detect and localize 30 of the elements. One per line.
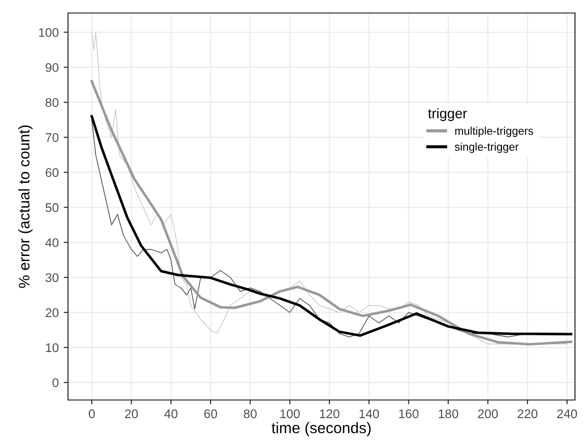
y-tick-label: 40 — [45, 238, 58, 248]
x-tick-label: 120 — [320, 409, 340, 418]
x-axis-title: time (seconds) — [272, 422, 371, 436]
y-axis-title: % error (actual to count) — [18, 126, 33, 288]
x-tick-label: 180 — [438, 409, 458, 418]
y-tick-label: 80 — [46, 98, 58, 107]
y-tick-label: 100 — [39, 28, 58, 37]
x-tick-label: 240 — [557, 409, 578, 418]
y-tick-label: 50 — [46, 203, 58, 212]
line-series — [90, 80, 572, 346]
x-tick-label: 220 — [518, 409, 538, 418]
y-tick-label: 30 — [46, 273, 58, 282]
x-tick-label: 140 — [360, 409, 379, 418]
x-tick-label: 200 — [478, 409, 498, 418]
y-tick-label: 60 — [46, 168, 58, 178]
x-tick-label: 60 — [204, 409, 218, 418]
x-tick-label: 0 — [88, 409, 95, 418]
x-tick-label: 160 — [399, 409, 419, 418]
legend-label: multiple-triggers — [455, 126, 534, 137]
y-tick-label: 70 — [46, 133, 58, 142]
legend-label: single-trigger — [454, 142, 519, 153]
y-tick-label: 20 — [46, 308, 58, 318]
x-tick-label: 20 — [125, 409, 138, 418]
x-tick-label: 80 — [244, 409, 257, 418]
legend-title: trigger — [428, 108, 467, 122]
x-tick-label: 40 — [164, 409, 178, 418]
y-tick-label: 0 — [52, 378, 58, 388]
y-tick-label: 90 — [46, 63, 58, 72]
x-tick-label: 100 — [280, 409, 300, 418]
y-tick-label: 10 — [46, 343, 58, 352]
